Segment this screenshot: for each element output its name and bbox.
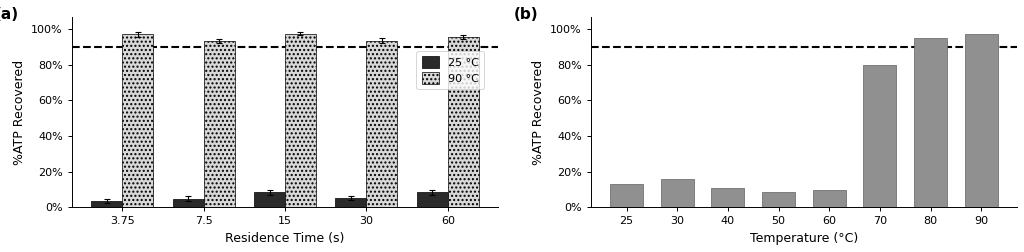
- Bar: [417, 192, 447, 207]
- Bar: [336, 198, 367, 207]
- Y-axis label: %ATP Recovered: %ATP Recovered: [531, 59, 545, 165]
- Bar: [610, 184, 643, 207]
- Bar: [914, 38, 947, 207]
- Bar: [712, 188, 744, 207]
- Bar: [285, 34, 316, 207]
- Bar: [447, 37, 479, 207]
- Y-axis label: %ATP Recovered: %ATP Recovered: [12, 59, 26, 165]
- Bar: [660, 179, 694, 207]
- Bar: [254, 192, 285, 207]
- Bar: [863, 65, 896, 207]
- Bar: [91, 201, 122, 207]
- Bar: [813, 190, 846, 207]
- Bar: [173, 199, 204, 207]
- X-axis label: Residence Time (s): Residence Time (s): [225, 232, 345, 245]
- Bar: [367, 41, 397, 207]
- Legend: 25 °C, 90 °C: 25 °C, 90 °C: [417, 51, 484, 89]
- Bar: [965, 35, 997, 207]
- Bar: [204, 41, 234, 207]
- Bar: [762, 192, 795, 207]
- Text: (b): (b): [514, 7, 539, 22]
- Bar: [122, 35, 154, 207]
- X-axis label: Temperature (°C): Temperature (°C): [750, 232, 858, 245]
- Text: (a): (a): [0, 7, 19, 22]
